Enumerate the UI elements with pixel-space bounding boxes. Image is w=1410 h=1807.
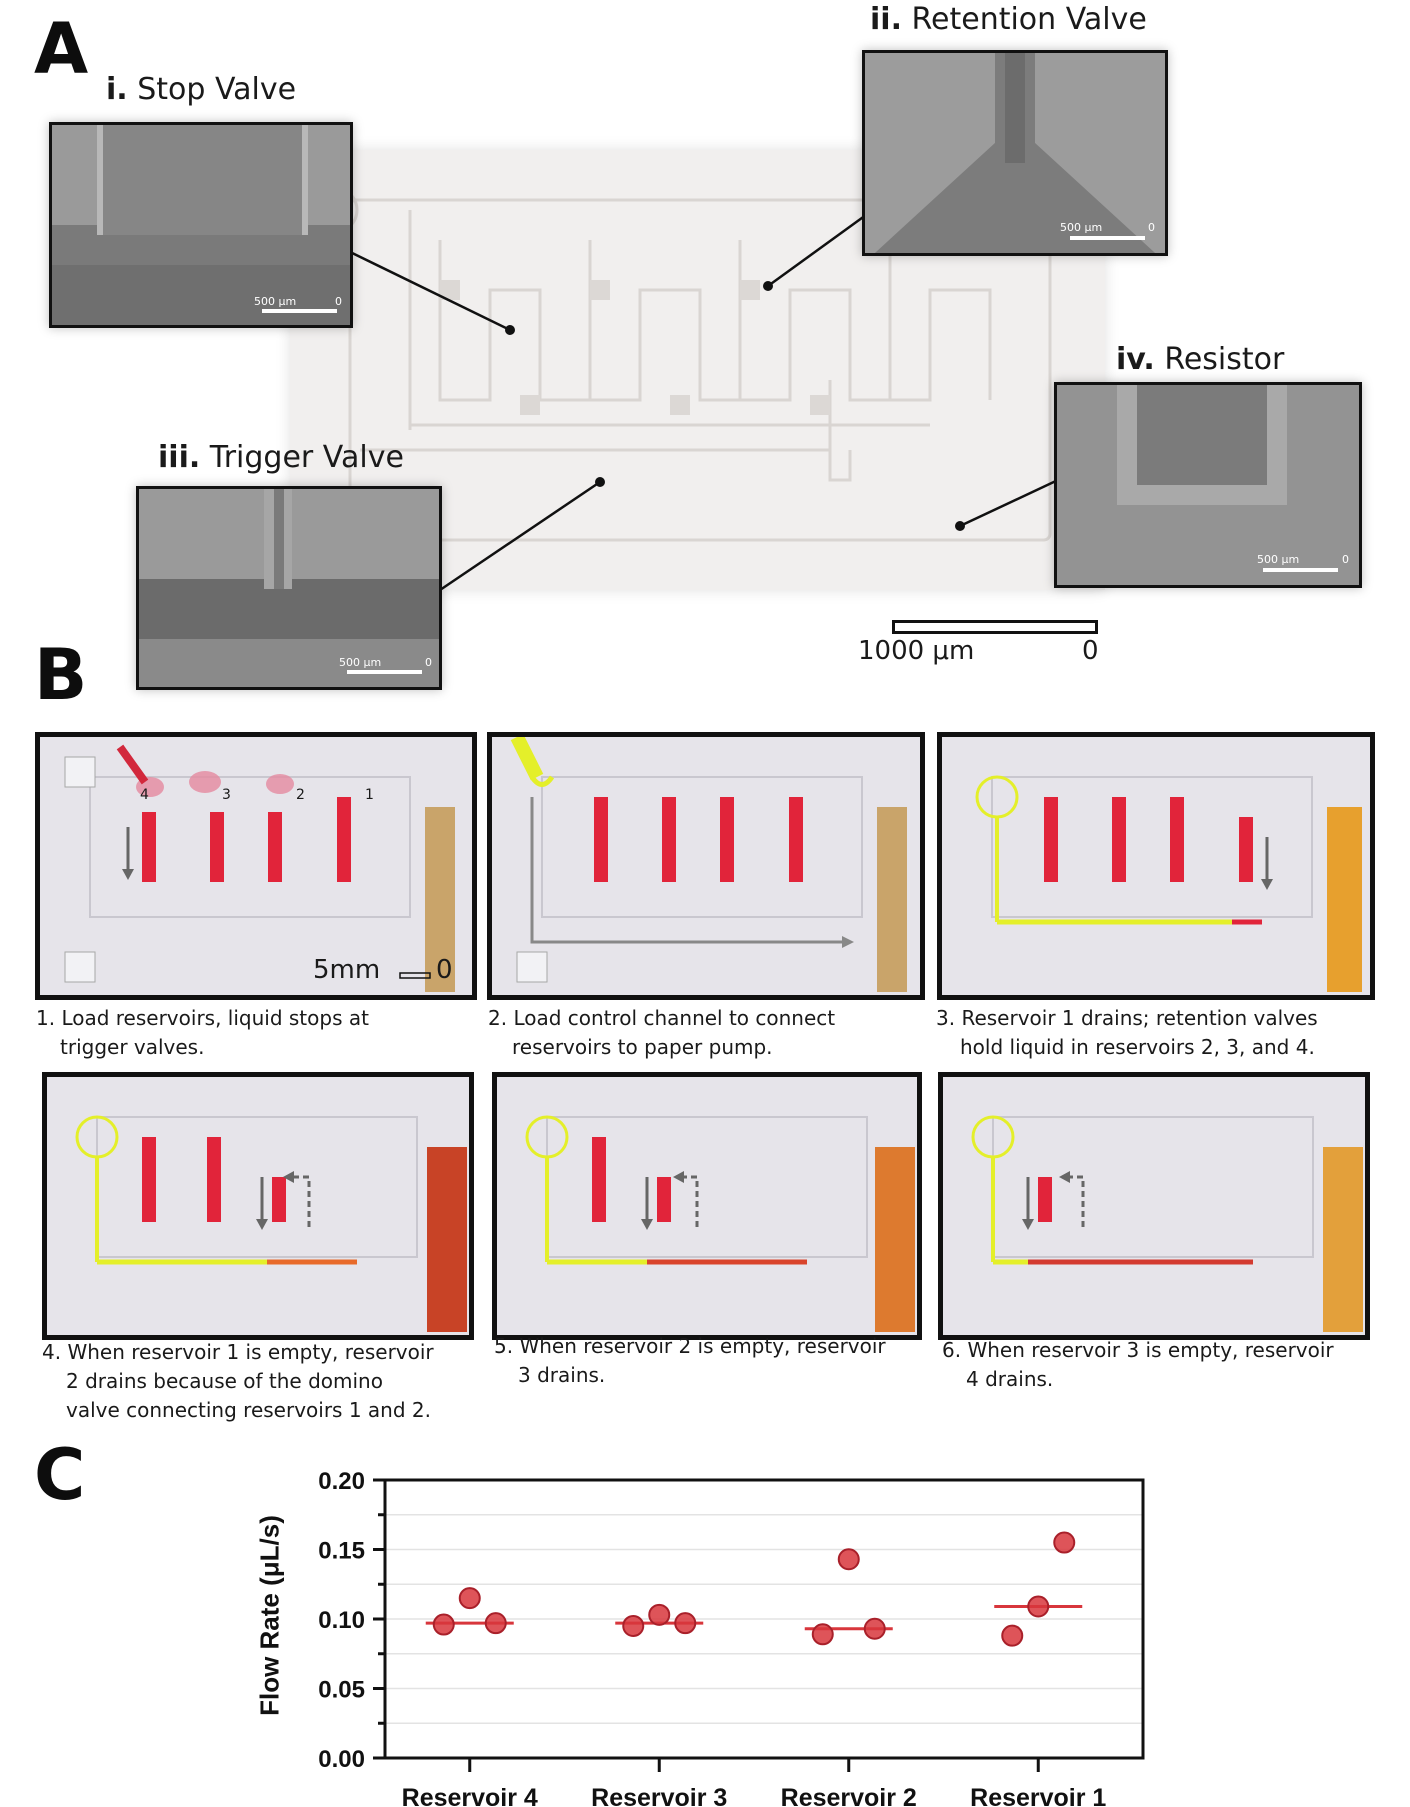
data-point [484,1612,507,1635]
sem-scale-zero: 0 [335,295,342,308]
step-photo-5 [492,1072,922,1340]
y-tick-label: 0.00 [318,1746,365,1773]
leader-line-resistor [959,478,1059,528]
sem-scale-label: 500 μm [254,295,297,308]
panel-b-letter: B [34,634,88,716]
data-point [648,1603,671,1626]
leader-lines [345,213,1059,592]
y-tick-label: 0.20 [318,1468,365,1495]
y-tick-label: 0.15 [318,1538,365,1565]
step-photo-1: 4 3 2 1 5mm 0 [35,732,477,1000]
data-point [622,1614,645,1637]
step-photo-2 [487,732,925,1000]
x-tick-label: Reservoir 1 [970,1784,1106,1807]
data-point [811,1623,834,1646]
step-photo-4 [42,1072,474,1340]
x-tick-label: Reservoir 3 [591,1784,727,1807]
reservoir-number-3: 3 [222,787,231,803]
sem-scale-bar [1070,236,1145,240]
step-caption-3: 3. Reservoir 1 drains; retention valves … [936,1006,1318,1059]
reservoir-number-1: 1 [365,787,374,803]
step-caption-5: 5. When reservoir 2 is empty, reservoir … [494,1334,886,1387]
data-point [863,1617,886,1640]
data-point [458,1587,481,1610]
reservoir-number-2: 2 [296,787,305,803]
inset-label-retention-valve: ii. Retention Valve [870,2,1147,37]
data-point [432,1613,455,1636]
panel-a-letter: A [34,8,89,90]
sem-scale-bar [347,670,422,674]
sem-scale-zero: 0 [425,656,432,669]
inset-label-stop-valve: i. Stop Valve [106,72,297,107]
data-point [1027,1595,1050,1618]
y-tick-label: 0.10 [318,1607,365,1634]
y-tick-label: 0.05 [318,1677,365,1704]
chip-scale-label: 1000 μm [858,636,975,666]
sem-scale-bar [262,309,337,313]
inset-label-trigger-valve: iii. Trigger Valve [158,440,404,475]
step-caption-6: 6. When reservoir 3 is empty, reservoir … [942,1338,1334,1391]
data-point [837,1548,860,1571]
data-point [1001,1624,1024,1647]
data-point [1053,1531,1076,1554]
x-tick-label: Reservoir 4 [402,1784,538,1807]
inset-label-resistor: iv. Resistor [1116,342,1285,377]
leader-line-stop-valve [345,248,511,332]
step-caption-1: 1. Load reservoirs, liquid stops at trig… [36,1006,369,1059]
sem-scale-zero: 0 [1148,221,1155,234]
sem-scale-zero: 0 [1342,553,1349,566]
chip-scale-bar [892,620,1098,634]
x-tick-label: Reservoir 2 [781,1784,917,1807]
leader-line-retention-valve [767,213,867,288]
flow-rate-chart: 0.00 0.05 0.10 0.15 0.20 Reservoir 4 Reservoir… [318,1468,1145,1807]
chip-scale-zero: 0 [1082,636,1099,666]
data-point [674,1612,697,1635]
sem-scale-label: 500 μm [1060,221,1103,234]
step-caption-2: 2. Load control channel to connect reser… [488,1006,836,1059]
photo-scale-label: 5mm [313,955,381,985]
chip-channel-drawing [311,186,1052,542]
reservoir-number-4: 4 [140,787,149,803]
sem-image-trigger-valve: 500 μm 0 [136,486,442,690]
panel-c-letter: C [34,1434,86,1516]
sem-image-stop-valve: 500 μm 0 [49,122,353,328]
step-caption-4: 4. When reservoir 1 is empty, reservoir … [42,1340,434,1422]
sem-image-retention-valve: 500 μm 0 [862,50,1168,256]
sem-scale-label: 500 μm [1257,553,1300,566]
step-photo-6 [938,1072,1370,1340]
leader-line-trigger-valve [439,480,601,592]
sem-image-resistor: 500 μm 0 [1054,382,1362,588]
sem-scale-bar [1263,568,1338,572]
step-photo-3 [937,732,1375,1000]
sem-scale-label: 500 μm [339,656,382,669]
photo-scale-zero: 0 [436,955,453,985]
